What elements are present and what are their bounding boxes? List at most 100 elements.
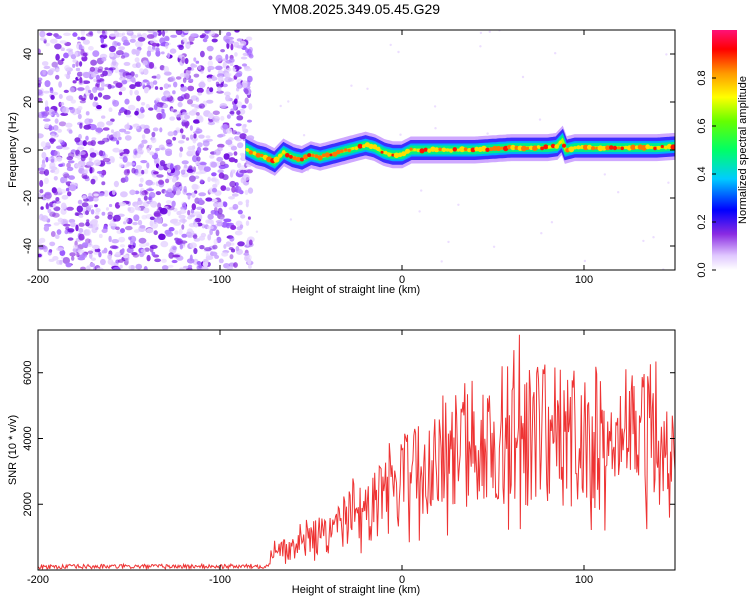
noise-speckle	[81, 202, 89, 208]
noise-speckle	[226, 266, 234, 270]
noise-speckle	[97, 30, 101, 34]
noise-speckle	[177, 101, 183, 108]
signal-core-point	[299, 157, 304, 162]
noise-speckle	[187, 66, 192, 71]
y-tick-label: 0	[22, 147, 34, 153]
noise-speckle	[236, 101, 243, 108]
noise-speckle	[126, 161, 131, 167]
noise-speckle	[82, 39, 90, 45]
noise-speckle	[118, 236, 126, 243]
noise-speckle	[246, 239, 250, 247]
noise-speckle	[179, 146, 184, 152]
noise-speckle	[89, 124, 97, 131]
noise-speckle	[232, 103, 237, 111]
noise-speckle	[139, 177, 144, 183]
noise-speckle	[150, 200, 158, 208]
noise-speckle	[235, 245, 240, 252]
noise-speckle	[140, 81, 145, 87]
noise-speckle	[167, 84, 172, 88]
y-tick-label: -40	[22, 238, 34, 254]
noise-speckle	[222, 174, 229, 181]
noise-speckle	[67, 50, 74, 57]
noise-speckle	[66, 71, 71, 75]
noise-speckle	[109, 223, 117, 227]
signal-core-point	[321, 153, 326, 158]
noise-speckle	[63, 173, 70, 179]
noise-speckle	[127, 104, 136, 111]
noise-speckle	[219, 103, 228, 109]
noise-speckle	[200, 208, 205, 215]
noise-speckle	[207, 77, 212, 83]
noise-speckle	[175, 76, 182, 80]
noise-speckle	[171, 218, 179, 222]
noise-speckle	[144, 247, 150, 252]
noise-speckle	[193, 133, 197, 139]
noise-speckle	[66, 206, 74, 211]
noise-speckle	[111, 58, 117, 66]
noise-speckle	[245, 220, 250, 226]
noise-speckle	[237, 201, 243, 206]
noise-speckle	[198, 235, 205, 241]
noise-speckle	[98, 251, 102, 258]
noise-speckle	[77, 154, 81, 160]
faint-speckle	[350, 84, 353, 87]
noise-speckle	[161, 111, 166, 119]
signal-core-point	[387, 152, 392, 157]
noise-speckle	[86, 141, 94, 146]
noise-speckle	[211, 176, 218, 183]
noise-speckle	[109, 245, 118, 249]
noise-speckle	[222, 58, 227, 62]
noise-speckle	[237, 142, 244, 149]
noise-speckle	[169, 192, 175, 199]
noise-speckle	[38, 97, 43, 102]
faint-speckle	[418, 210, 421, 213]
noise-speckle	[207, 66, 214, 70]
noise-speckle	[143, 266, 148, 270]
signal-core-point	[620, 146, 624, 151]
noise-speckle	[102, 157, 111, 163]
noise-speckle	[171, 173, 177, 177]
noise-speckle	[196, 156, 201, 162]
faint-speckle	[603, 173, 606, 176]
noise-speckle	[77, 106, 83, 111]
noise-speckle	[171, 259, 178, 264]
noise-speckle	[248, 264, 252, 269]
noise-speckle	[134, 110, 139, 116]
signal-core-point	[649, 145, 653, 149]
colorbar-gradient	[712, 30, 737, 270]
noise-speckle	[129, 89, 133, 96]
noise-speckle	[211, 75, 216, 82]
signal-core-point	[449, 148, 454, 153]
noise-speckle	[58, 121, 67, 127]
signal-core-point	[295, 156, 301, 162]
noise-speckle	[119, 71, 123, 79]
noise-speckle	[134, 57, 140, 63]
noise-speckle	[39, 30, 46, 38]
noise-speckle	[164, 148, 173, 154]
noise-speckle	[39, 189, 44, 194]
noise-speckle	[241, 104, 247, 109]
noise-speckle	[163, 66, 170, 73]
faint-speckle	[399, 133, 402, 136]
signal-core-point	[609, 145, 614, 150]
signal-core-point	[343, 148, 348, 152]
noise-speckle	[50, 158, 55, 163]
noise-speckle	[60, 202, 67, 210]
noise-speckle	[96, 267, 104, 270]
noise-speckle	[167, 52, 170, 59]
noise-speckle	[120, 107, 125, 112]
noise-speckle	[165, 178, 170, 184]
faint-speckle	[667, 181, 670, 184]
faint-speckle	[287, 100, 290, 103]
noise-speckle	[187, 194, 191, 200]
noise-speckle	[41, 61, 49, 66]
noise-speckle	[62, 257, 70, 264]
signal-core-point	[573, 146, 577, 150]
signal-core-point	[317, 155, 323, 161]
noise-speckle	[142, 68, 149, 75]
noise-speckle	[63, 52, 69, 59]
noise-speckle	[175, 127, 181, 131]
noise-speckle	[97, 92, 103, 98]
noise-speckle	[124, 98, 130, 105]
noise-speckle	[233, 98, 238, 105]
